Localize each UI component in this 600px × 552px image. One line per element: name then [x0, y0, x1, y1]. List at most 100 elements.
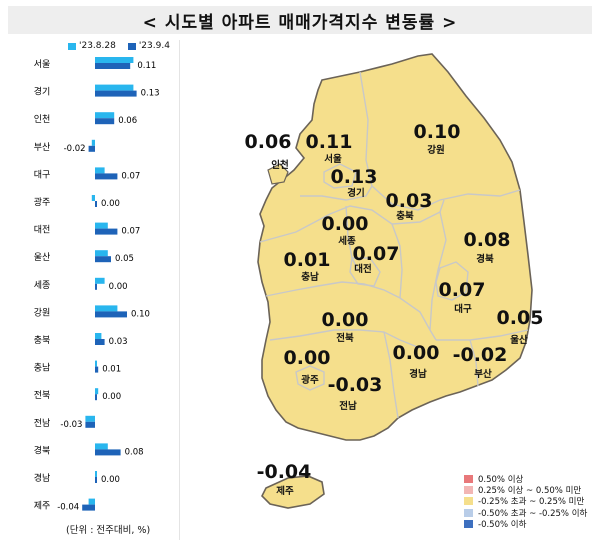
region-value: 0.08 [464, 229, 511, 251]
bar [88, 498, 95, 505]
bar [95, 256, 111, 263]
panel-divider [179, 40, 180, 540]
region-value: 0.00 [284, 347, 331, 369]
data-label: 0.00 [109, 282, 128, 292]
region-value: 0.07 [439, 279, 486, 301]
category-label: 대구 [34, 169, 51, 180]
bar [85, 421, 95, 428]
map-legend-row: 0.25% 이상 ~ 0.50% 미만 [464, 484, 587, 496]
bar [95, 283, 97, 290]
region-value: 0.06 [245, 131, 292, 153]
category-label: 광주 [34, 196, 51, 208]
map-labels: 0.11서울0.13경기0.06인천0.10강원0.03충북0.00세종0.07… [245, 121, 544, 497]
map-legend-label: -0.25% 초과 ~ 0.25% 미만 [478, 497, 585, 508]
map-legend-swatch [464, 508, 473, 517]
category-label: 경기 [34, 86, 51, 98]
unit-note: (단위 : 전주대비, %) [66, 525, 151, 536]
region-name: 경북 [476, 253, 494, 265]
region-value: 0.01 [284, 249, 331, 271]
region-value: -0.03 [328, 374, 383, 396]
bar [95, 84, 134, 91]
data-label: 0.06 [118, 116, 137, 126]
region-value: 0.07 [353, 243, 400, 265]
region-name: 제주 [276, 485, 294, 497]
bar [95, 201, 97, 207]
data-label: 0.00 [101, 199, 120, 209]
bar [91, 195, 95, 201]
data-label: 0.01 [102, 365, 121, 375]
region-name: 대구 [454, 303, 472, 315]
bar [95, 90, 137, 97]
bar [95, 118, 115, 125]
category-label: 세종 [34, 280, 51, 291]
category-label: 대전 [34, 225, 51, 236]
region-name: 부산 [474, 368, 492, 380]
category-label: 강원 [34, 307, 51, 318]
category-label: 경남 [34, 472, 51, 484]
region-name: 인천 [271, 160, 288, 171]
bar [95, 360, 97, 367]
data-label: 0.00 [102, 392, 121, 402]
legend-label-prev: '23.8.28 [79, 41, 116, 51]
region-value: 0.00 [393, 342, 440, 364]
data-label: 0.13 [141, 89, 160, 99]
map-legend-label: -0.50% 이하 [478, 519, 527, 530]
category-label: 전북 [34, 390, 51, 401]
region-borders [259, 71, 529, 419]
map-legend-swatch [464, 474, 473, 483]
mainland-shape [257, 53, 533, 441]
bar-chart: 서울 0.11 경기 0.13 인천 0.06 부산 -0.02 대구 0.07 광주 0.00 대전 0… [34, 57, 160, 513]
region-name: 전남 [339, 400, 357, 412]
chart-title: < 시도별 아파트 매매가격지수 변동률 > [8, 6, 592, 34]
legend-swatch-prev [68, 42, 76, 50]
data-label: 0.07 [121, 171, 140, 181]
bar [95, 333, 102, 339]
region-value: 0.10 [414, 121, 461, 143]
legend-item-prev: '23.8.28 [68, 41, 116, 51]
bar [95, 339, 105, 345]
legend-swatch-curr [127, 42, 136, 50]
bar [95, 57, 134, 63]
data-label: 0.03 [109, 337, 128, 347]
map-legend-label: -0.50% 초과 ~ -0.25% 이하 [478, 508, 588, 519]
region-name: 강원 [427, 144, 444, 156]
bar [95, 228, 118, 235]
data-label: -0.04 [57, 503, 79, 513]
category-label: 제주 [34, 501, 51, 512]
category-label: 충남 [34, 363, 51, 374]
data-label: -0.02 [64, 144, 86, 154]
bar [95, 305, 118, 312]
bar [95, 449, 121, 456]
region-value: 0.11 [306, 131, 353, 153]
map-legend-row: -0.25% 초과 ~ 0.25% 미만 [464, 496, 587, 507]
region-name: 충북 [396, 210, 414, 222]
bar [88, 145, 95, 152]
category-label: 전남 [34, 418, 51, 429]
bar [95, 471, 97, 477]
region-name: 서울 [324, 153, 342, 165]
data-label: 0.05 [115, 254, 134, 264]
region-value: -0.02 [453, 344, 508, 366]
map-legend-label: 0.50% 이상 [478, 474, 524, 485]
data-label: 0.11 [137, 61, 156, 71]
bar [91, 139, 95, 146]
map-legend-label: 0.25% 이상 ~ 0.50% 미만 [478, 485, 582, 496]
category-label: 인천 [34, 114, 51, 125]
legend-item-curr: '23.9.4 [127, 41, 170, 51]
bar [95, 388, 99, 395]
region-value: 0.03 [386, 190, 433, 212]
jeju-island [261, 475, 325, 509]
region-name: 경기 [347, 187, 364, 199]
category-label: 충북 [34, 335, 51, 346]
category-label: 서울 [34, 59, 51, 70]
region-value: 0.00 [322, 309, 369, 331]
data-label: 0.10 [131, 309, 150, 319]
category-label: 부산 [34, 142, 51, 153]
bar [95, 277, 105, 284]
category-label: 경북 [34, 444, 51, 456]
bar-legend: '23.8.28 '23.9.4 [68, 41, 170, 51]
map-legend-row: -0.50% 이하 [464, 518, 587, 530]
bar [95, 394, 97, 401]
bar [95, 167, 105, 174]
